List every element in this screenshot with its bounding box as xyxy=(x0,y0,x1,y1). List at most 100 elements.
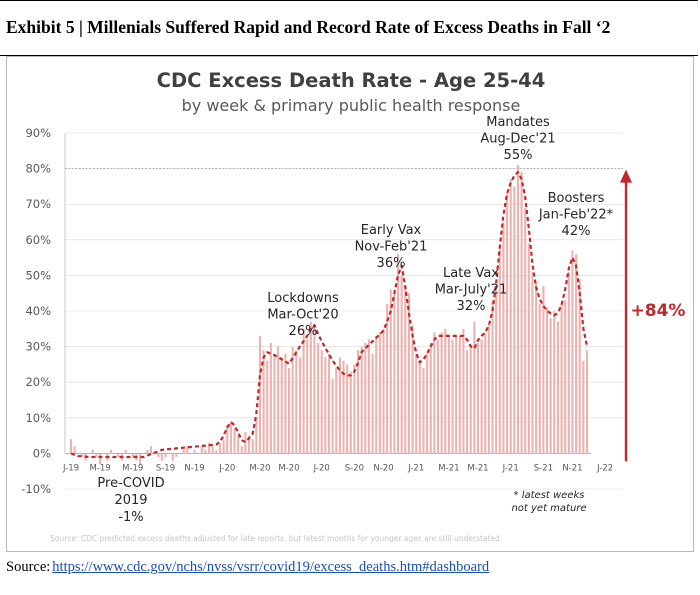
y-tick-label: 80% xyxy=(25,162,51,176)
bar xyxy=(571,250,574,454)
bar xyxy=(357,350,360,454)
bar xyxy=(91,449,94,454)
annotation-pre-covid: Pre-COVID xyxy=(97,476,164,491)
source-line: Source: https://www.cdc.gov/nchs/nvss/vsr… xyxy=(6,559,489,576)
bar xyxy=(473,321,476,454)
bar xyxy=(324,357,327,454)
bar xyxy=(229,421,232,454)
bar xyxy=(255,417,258,454)
x-tick-label: J-20 xyxy=(218,463,235,473)
bar xyxy=(160,453,163,461)
x-tick-label: J-21 xyxy=(502,463,519,473)
annotation-late-vax: Late Vax xyxy=(443,266,499,281)
bar xyxy=(487,325,490,454)
bar xyxy=(585,350,589,454)
bar xyxy=(516,165,520,454)
bar xyxy=(215,449,218,454)
bar xyxy=(218,442,222,454)
bar xyxy=(400,275,403,454)
bar xyxy=(208,442,211,454)
annotation-boosters: Boosters xyxy=(548,191,605,206)
annotation-lockdowns: Lockdowns xyxy=(267,291,339,306)
bar xyxy=(186,446,189,454)
bar xyxy=(269,343,272,454)
bar xyxy=(364,343,367,454)
bar xyxy=(168,453,171,454)
bar xyxy=(480,339,483,454)
bar xyxy=(524,207,527,454)
x-tick-label: M-21 xyxy=(467,463,488,473)
x-tick-label: N-20 xyxy=(373,463,393,473)
bar xyxy=(335,367,338,454)
source-note: Source: CDC predicted excess deaths adju… xyxy=(50,534,500,543)
exhibit-header: Exhibit 5 | Millenials Suffered Rapid an… xyxy=(0,0,698,56)
bar xyxy=(527,243,530,454)
y-tick-label: 60% xyxy=(25,233,51,247)
x-tick-label: S-20 xyxy=(345,463,364,473)
x-tick-label: M-20 xyxy=(278,463,299,473)
annotation-late-vax: 32% xyxy=(457,299,486,314)
x-tick-label: N-19 xyxy=(184,463,204,473)
annotation-boosters: Jan-Feb'22* xyxy=(538,208,614,223)
bar xyxy=(109,449,113,454)
bar xyxy=(266,360,269,454)
bar xyxy=(556,321,559,454)
bar xyxy=(455,335,458,454)
source-label: Source: xyxy=(6,559,51,575)
x-tick-label: S-19 xyxy=(156,463,175,473)
chart-frame: CDC Excess Death Rate - Age 25-44 by wee… xyxy=(6,56,694,552)
bar xyxy=(553,311,556,454)
bar xyxy=(582,360,585,454)
bar xyxy=(157,453,160,457)
bar xyxy=(404,286,407,454)
bar xyxy=(222,439,225,454)
bar xyxy=(367,339,371,454)
bar xyxy=(469,346,472,454)
bar xyxy=(578,278,581,454)
y-tick-label: 20% xyxy=(25,375,51,389)
footnote-line: not yet mature xyxy=(511,503,586,514)
bar xyxy=(317,343,320,454)
bar xyxy=(178,453,182,454)
bar xyxy=(73,446,76,454)
bar-series xyxy=(69,165,589,465)
bar xyxy=(138,453,142,465)
annotation-early-vax: Nov-Feb'21 xyxy=(355,240,428,255)
bar xyxy=(346,364,349,454)
bar xyxy=(451,339,454,454)
bar xyxy=(171,453,174,461)
bar xyxy=(211,446,214,454)
bar xyxy=(142,453,145,454)
bar xyxy=(560,303,563,454)
bar xyxy=(69,439,73,454)
bar xyxy=(291,346,294,454)
bar xyxy=(382,328,385,454)
bar xyxy=(113,453,116,454)
bar xyxy=(422,367,425,454)
x-axis-ticks: J-19 M-19 M-19 S-19 N-19 J-20 M-20 M-20 J-20 S-20… xyxy=(62,463,613,473)
bar xyxy=(564,300,567,454)
bar xyxy=(233,428,236,454)
bar xyxy=(182,449,185,454)
y-tick-label: 10% xyxy=(25,411,51,425)
annotation-early-vax: Early Vax xyxy=(361,223,422,238)
bar xyxy=(509,179,512,454)
y-tick-label: 0% xyxy=(33,446,51,460)
annotation-early-vax: 36% xyxy=(377,256,406,271)
annotation-pre-covid: 2019 xyxy=(114,493,147,508)
bar xyxy=(433,332,436,454)
bar xyxy=(117,453,120,457)
bar xyxy=(189,453,192,454)
bar xyxy=(495,289,498,454)
bar xyxy=(458,335,461,454)
source-link[interactable]: https://www.cdc.gov/nchs/nvss/vsrr/covid… xyxy=(52,559,490,575)
bar xyxy=(375,335,378,454)
x-tick-label: M-20 xyxy=(249,463,270,473)
y-tick-label: 50% xyxy=(25,268,51,282)
annotation-mandates: 55% xyxy=(504,148,533,163)
bar xyxy=(248,435,251,454)
bar xyxy=(331,378,334,454)
bar xyxy=(484,332,487,454)
bar xyxy=(389,289,392,454)
bar xyxy=(164,453,167,457)
